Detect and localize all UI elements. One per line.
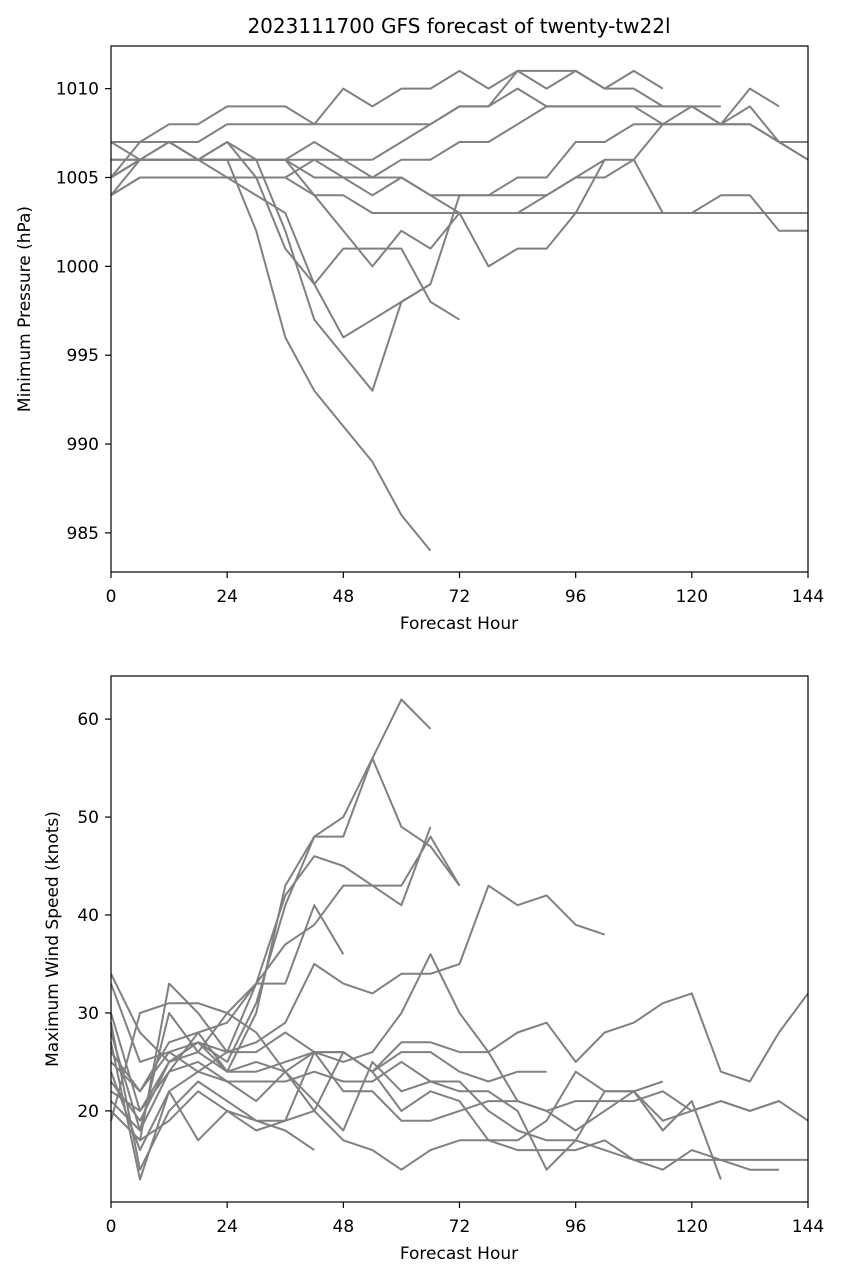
wind-y-tick-label: 60: [77, 710, 99, 730]
pressure-x-tick-label: 48: [333, 587, 355, 607]
wind-series-line-10: [110, 1041, 664, 1171]
wind-x-ticks: 0 24 48 72 96 120 144: [106, 1202, 824, 1237]
pressure-y-tick-label: 995: [67, 346, 99, 366]
wind-x-tick-label: 24: [216, 1217, 238, 1237]
wind-series-line-15: [110, 1022, 779, 1171]
pressure-x-tick-label: 24: [216, 587, 238, 607]
wind-y-tick-label: 40: [77, 906, 99, 926]
pressure-series-line-5: [110, 141, 432, 392]
wind-y-tick-label: 30: [77, 1004, 99, 1024]
wind-x-tick-label: 0: [106, 1217, 117, 1237]
wind-x-axis-label: Forecast Hour: [400, 1244, 518, 1264]
pressure-x-ticks: 0 24 48 72 96 120 144: [106, 572, 824, 607]
wind-y-ticks: 20 30 40 50 60: [77, 710, 111, 1122]
wind-y-tick-label: 50: [77, 808, 99, 828]
wind-x-tick-label: 144: [792, 1217, 824, 1237]
pressure-y-tick-label: 1000: [56, 257, 99, 277]
wind-series-line-4: [110, 826, 432, 1132]
wind-y-axis-label: Maximum Wind Speed (knots): [43, 811, 63, 1067]
wind-chart: 0 24 48 72 96 120 144 20 30 40 50 60 Forecast Hour…: [43, 675, 824, 1264]
wind-series-line-12: [110, 1060, 808, 1161]
pressure-x-tick-label: 72: [449, 587, 471, 607]
wind-series-line-11: [110, 1051, 722, 1180]
pressure-series-line-12: [111, 69, 809, 161]
pressure-y-ticks: 985 990 995 1000 1005 1010: [56, 80, 111, 544]
pressure-series-line-11: [111, 69, 664, 143]
pressure-y-tick-label: 990: [67, 435, 99, 455]
pressure-chart: 0 24 48 72 96 120 144 985 990 995 1000 1005 1010 Fo…: [15, 45, 824, 634]
pressure-y-tick-label: 1010: [56, 80, 99, 100]
figure-title: 2023111700 GFS forecast of twenty-tw22l: [247, 14, 670, 38]
pressure-x-tick-label: 144: [792, 587, 824, 607]
wind-x-tick-label: 120: [676, 1217, 708, 1237]
wind-series-line-13: [110, 1090, 315, 1151]
wind-x-tick-label: 48: [333, 1217, 355, 1237]
pressure-x-tick-label: 96: [565, 587, 587, 607]
pressure-series-line-9: [110, 87, 780, 197]
pressure-x-axis-label: Forecast Hour: [400, 614, 518, 634]
wind-x-tick-label: 72: [449, 1217, 471, 1237]
wind-series-line-6: [110, 884, 606, 1093]
wind-series-line-5: [110, 904, 345, 1093]
pressure-y-tick-label: 985: [67, 524, 99, 544]
pressure-series-line-7: [110, 123, 808, 214]
wind-series-line-8: [110, 982, 809, 1142]
wind-series-line-9: [110, 1002, 547, 1121]
pressure-series-group: [110, 69, 809, 552]
wind-y-tick-label: 20: [77, 1102, 99, 1122]
pressure-y-axis-label: Minimum Pressure (hPa): [15, 206, 35, 412]
pressure-x-tick-label: 120: [676, 587, 708, 607]
wind-series-group: [110, 698, 809, 1181]
wind-series-line-14: [110, 1042, 780, 1181]
pressure-series-line-10: [110, 87, 721, 179]
wind-x-tick-label: 96: [565, 1217, 587, 1237]
pressure-y-tick-label: 1005: [56, 169, 99, 189]
pressure-series-line-8: [111, 123, 809, 197]
pressure-series-line-1: [110, 158, 432, 552]
pressure-x-tick-label: 0: [106, 587, 117, 607]
